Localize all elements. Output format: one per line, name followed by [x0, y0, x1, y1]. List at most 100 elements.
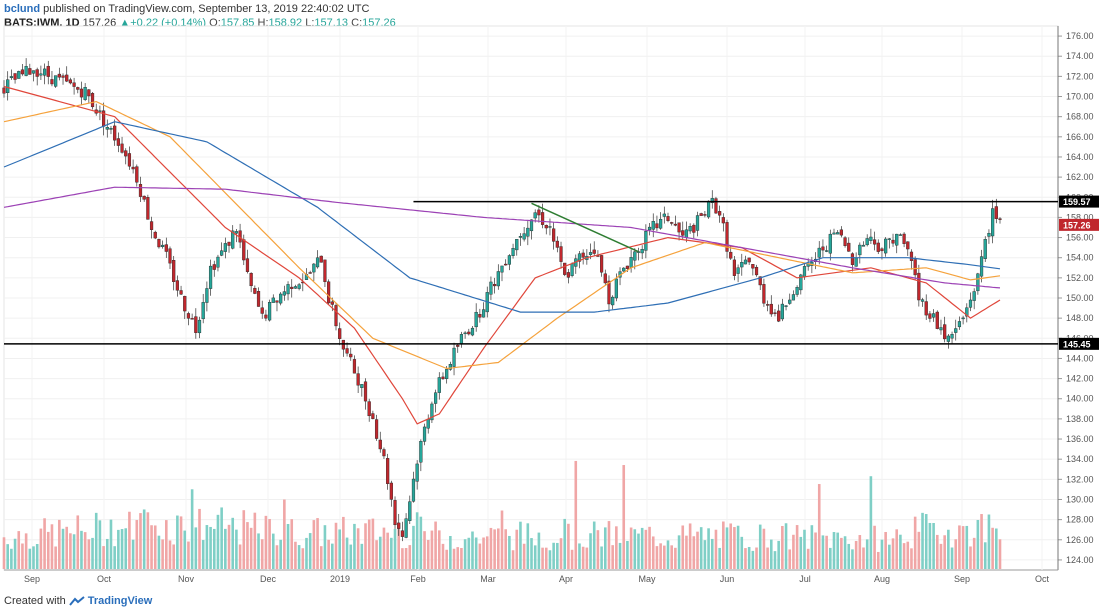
volume-bar [552, 542, 555, 569]
candle-body [655, 223, 659, 229]
volume-bar [227, 524, 231, 569]
candle-body [422, 426, 427, 442]
y-tick-label: 138.00 [1066, 414, 1094, 424]
volume-bar [6, 544, 9, 569]
candle-body [371, 413, 375, 419]
volume-bar [80, 530, 83, 569]
volume-bar [338, 529, 341, 569]
candle-body [935, 311, 939, 329]
y-tick-label: 164.00 [1066, 152, 1094, 162]
volume-bar [176, 515, 179, 569]
x-tick-label: Dec [260, 574, 277, 584]
volume-bar [935, 534, 939, 569]
candle-body [54, 75, 58, 87]
volume-bar [522, 543, 526, 569]
candle-body [459, 334, 464, 345]
candle-body [788, 299, 792, 304]
candle-body [65, 74, 69, 82]
candle-body [651, 221, 655, 230]
volume-bar [157, 535, 161, 569]
volume-bar [725, 527, 729, 569]
volume-bar [806, 548, 810, 569]
candle-body [408, 501, 412, 521]
candle-body [869, 236, 873, 241]
candle-body [972, 291, 976, 301]
volume-bar [360, 543, 364, 569]
volume-bar [253, 512, 257, 569]
volume-bar [987, 514, 991, 569]
y-tick-label: 168.00 [1066, 112, 1094, 122]
candle-body [271, 297, 275, 303]
volume-bar [401, 548, 404, 569]
volume-bar [39, 528, 43, 569]
volume-bar [172, 544, 175, 569]
candle-body [256, 291, 261, 307]
x-tick-label: 2019 [330, 574, 350, 584]
volume-bar [478, 543, 482, 569]
volume-bar [183, 530, 187, 569]
y-tick-label: 124.00 [1066, 555, 1094, 565]
x-tick-label: Aug [874, 574, 890, 584]
candle-body [338, 328, 342, 339]
candle-body [61, 75, 65, 78]
volume-bar [323, 525, 327, 569]
candle-body [249, 272, 253, 287]
volume-bar [873, 525, 876, 569]
ma20-line [3, 85, 1001, 425]
candle-body [445, 369, 449, 379]
candle-body [544, 224, 548, 229]
candle-body [430, 403, 434, 421]
candle-body [603, 273, 607, 284]
volume-bar [603, 527, 607, 569]
y-tick-label: 136.00 [1066, 434, 1094, 444]
x-tick-label: Jul [799, 574, 811, 584]
volume-bar [109, 519, 113, 569]
volume-bar [541, 547, 544, 569]
volume-bar [231, 517, 235, 569]
candle-body [190, 318, 194, 320]
volume-bar [991, 527, 994, 569]
candle-body [681, 230, 685, 236]
close-label: C: [351, 17, 363, 29]
volume-bar [279, 539, 282, 569]
volume-bar [146, 512, 150, 569]
candle-body [286, 284, 290, 295]
volume-bar [983, 542, 987, 569]
volume-bar [161, 539, 164, 569]
candle-body [481, 309, 486, 318]
candle-body [828, 233, 832, 254]
candle-body [175, 280, 179, 291]
ma50-line [3, 100, 1001, 370]
volume-bar [489, 527, 493, 569]
volume-bar [718, 547, 721, 569]
candle-body [906, 241, 910, 250]
candle-body [600, 255, 604, 273]
candle-body [415, 463, 419, 482]
y-tick-label: 158.00 [1066, 212, 1094, 222]
volume-bar [390, 537, 393, 569]
candle-body [625, 265, 630, 269]
candle-body [662, 213, 666, 217]
candle-body [754, 266, 759, 276]
up-arrow-icon: ▲ [119, 17, 131, 29]
volume-bar [349, 544, 353, 569]
volume-bar [611, 545, 614, 569]
candle-body [360, 384, 364, 388]
candle-body [242, 239, 246, 261]
candle-body [891, 239, 895, 244]
tradingview-logo-icon [68, 596, 85, 606]
volume-bar [559, 538, 563, 569]
volume-bar [799, 536, 803, 569]
volume-bar [386, 532, 389, 569]
y-tick-label: 132.00 [1066, 474, 1094, 484]
candle-body [839, 229, 843, 236]
candle-body [939, 327, 943, 331]
volume-bar [637, 533, 640, 569]
candle-body [131, 166, 135, 170]
author-name[interactable]: bclund [4, 3, 41, 15]
candle-body [397, 522, 401, 529]
volume-bar [629, 527, 633, 569]
candle-body [330, 301, 334, 305]
volume-bar [24, 533, 28, 569]
